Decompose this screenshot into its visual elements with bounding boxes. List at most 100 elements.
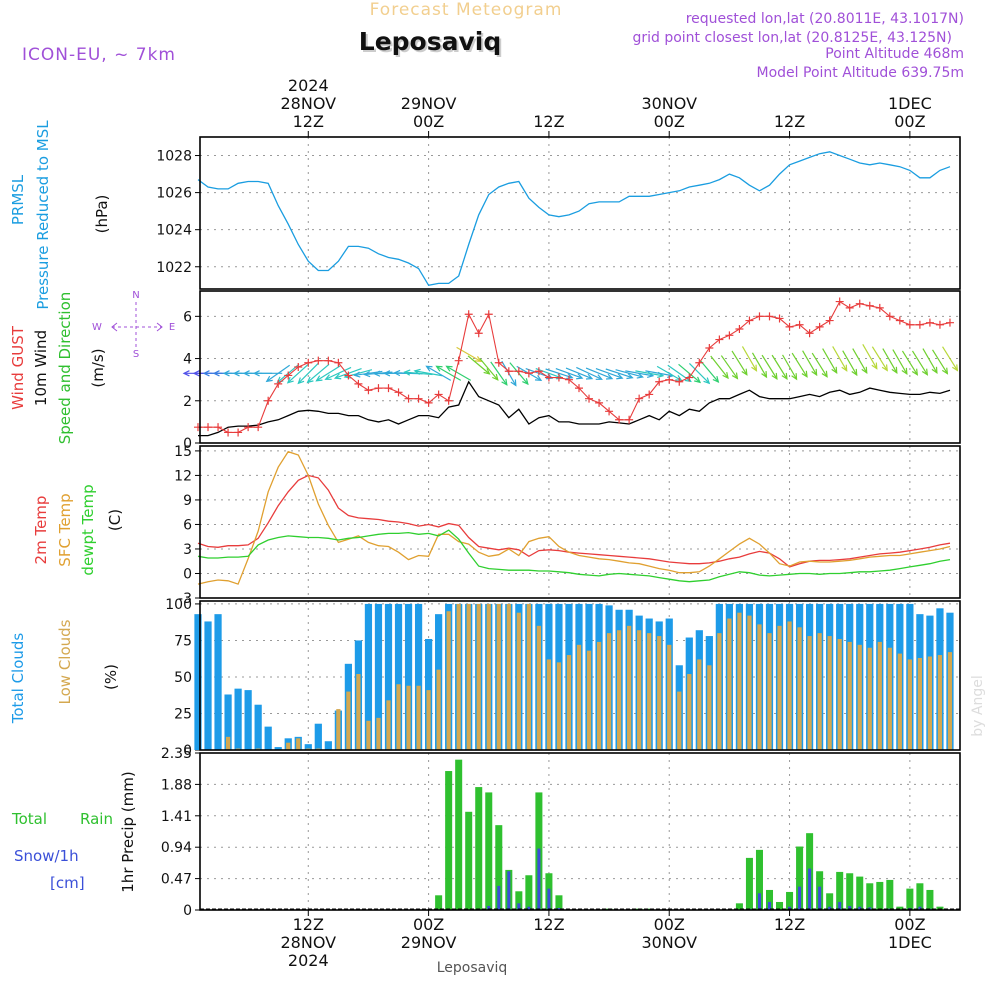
y-tick-label: 100 xyxy=(165,597,192,613)
gust-marker xyxy=(474,329,483,338)
gust-marker xyxy=(645,390,654,399)
panel-border xyxy=(199,445,961,599)
wind-arrow xyxy=(882,348,898,374)
y-tick-label: 1028 xyxy=(156,149,192,165)
gust-marker xyxy=(394,388,403,397)
wind-arrow-head xyxy=(232,370,240,377)
wind-speed-line xyxy=(198,380,951,437)
low-cloud-bar xyxy=(496,603,501,750)
low-cloud-bar xyxy=(376,717,381,750)
low-cloud-bar xyxy=(877,641,882,750)
wind-gust-line xyxy=(198,300,951,433)
wind-arrow xyxy=(901,350,918,375)
snow-bar xyxy=(527,906,531,910)
y-tick-label: 1.88 xyxy=(161,777,192,793)
rain-bar xyxy=(475,787,483,910)
percent-unit-label: (%) xyxy=(102,664,120,690)
gust-marker xyxy=(855,299,864,308)
rain-bar xyxy=(926,889,934,910)
wind-arrow-head xyxy=(841,364,848,372)
y-tick-label: 2.35 xyxy=(161,746,192,762)
wind-arrow xyxy=(625,370,654,377)
wind-arrow xyxy=(595,367,623,379)
wind-arrow xyxy=(307,363,330,383)
gust-marker xyxy=(424,398,433,407)
gust-marker xyxy=(935,320,944,329)
gust-marker xyxy=(344,371,353,380)
gust-marker xyxy=(514,367,523,376)
snow-bar xyxy=(497,885,501,910)
wind-arrow-head xyxy=(941,367,949,375)
wind-arrow-head xyxy=(383,370,391,377)
wind-arrow-head xyxy=(712,375,720,384)
time-label: 28NOV xyxy=(280,933,336,952)
wind-arrow-head xyxy=(306,376,314,384)
gust-marker xyxy=(815,322,824,331)
wind-arrow-head xyxy=(616,373,624,380)
total-cloud-bar xyxy=(314,723,322,750)
low-cloud-bar xyxy=(596,641,602,750)
wind-arrow-head xyxy=(595,374,603,380)
gust-marker xyxy=(494,358,503,367)
gust-marker xyxy=(384,384,393,393)
low-cloud-bar xyxy=(647,633,652,750)
snow-bar xyxy=(858,906,862,910)
y-tick-label: 6 xyxy=(183,517,192,533)
pressure-line xyxy=(197,151,951,287)
y-tick-label: 75 xyxy=(174,633,192,649)
wind-arrow-head xyxy=(722,372,729,380)
wind-arrow-head xyxy=(353,371,361,378)
low-cloud-bar xyxy=(797,627,802,750)
gust-marker xyxy=(224,428,233,437)
cloud-panel-labels: Total Clouds Low Clouds (%) xyxy=(9,619,120,724)
gust-marker xyxy=(835,297,844,306)
time-label: 2024 xyxy=(288,76,329,95)
wind-arrow xyxy=(436,365,462,381)
wind-arrow xyxy=(720,355,738,379)
y-tick-label: 0.94 xyxy=(161,840,192,856)
wind-arrow-head xyxy=(286,376,294,384)
total-cloud-bar xyxy=(404,603,413,750)
wind-arrow xyxy=(852,348,868,374)
time-label: 30NOV xyxy=(641,94,697,113)
rain-bar xyxy=(826,893,834,910)
low-cloud-bar xyxy=(857,644,862,750)
time-label: 00Z xyxy=(413,112,444,131)
gust-marker xyxy=(685,373,694,382)
low-cloud-bar xyxy=(897,653,902,750)
gust-marker xyxy=(675,377,684,386)
low-cloud-bar xyxy=(556,662,562,750)
wind-arrow-head xyxy=(413,368,421,375)
low-cloud-bar xyxy=(486,603,491,750)
low-cloud-bar xyxy=(386,700,391,750)
hpa-unit-label: (hPa) xyxy=(93,195,111,234)
low-cloud-bar xyxy=(336,709,341,750)
low-cloud-bar xyxy=(777,625,782,750)
wind-gust-label: Wind GUST xyxy=(9,325,27,410)
requested-coords: requested lon,lat (20.8011E, 43.1017N) xyxy=(686,11,964,27)
wind-arrow xyxy=(605,368,633,379)
gust-marker xyxy=(444,396,453,405)
gust-marker xyxy=(765,312,774,321)
total-cloud-bar xyxy=(364,603,373,750)
gust-marker xyxy=(865,301,874,310)
low-clouds-label: Low Clouds xyxy=(56,619,74,704)
low-cloud-bar xyxy=(506,603,511,750)
wind-arrow xyxy=(426,365,452,381)
wind-arrow xyxy=(892,349,908,375)
gust-marker xyxy=(785,322,794,331)
wind-arrow-head xyxy=(831,366,838,374)
low-cloud-bar xyxy=(476,603,481,750)
low-cloud-bar xyxy=(606,633,612,750)
wind-arrow xyxy=(414,370,443,377)
compass-east-arrow xyxy=(156,322,163,332)
low-cloud-bar xyxy=(225,736,231,750)
dewpt-temp-label: dewpt Temp xyxy=(79,484,97,575)
low-cloud-bar xyxy=(566,655,572,750)
rain-bar xyxy=(525,875,533,910)
wind-arrow-head xyxy=(694,376,702,384)
wind-arrow-head xyxy=(252,370,260,377)
gust-marker xyxy=(534,367,543,376)
wind-arrow-head xyxy=(891,366,898,374)
low-cloud-bar xyxy=(426,690,431,750)
